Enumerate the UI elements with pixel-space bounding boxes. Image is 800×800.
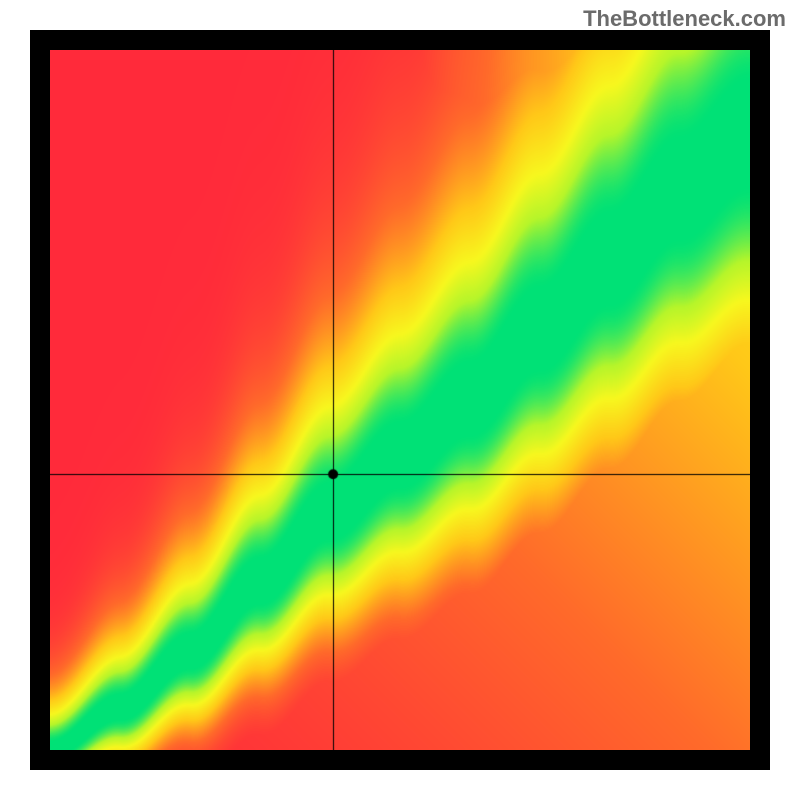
chart-frame <box>30 30 770 770</box>
heatmap-canvas <box>50 50 750 750</box>
watermark-text: TheBottleneck.com <box>583 6 786 32</box>
